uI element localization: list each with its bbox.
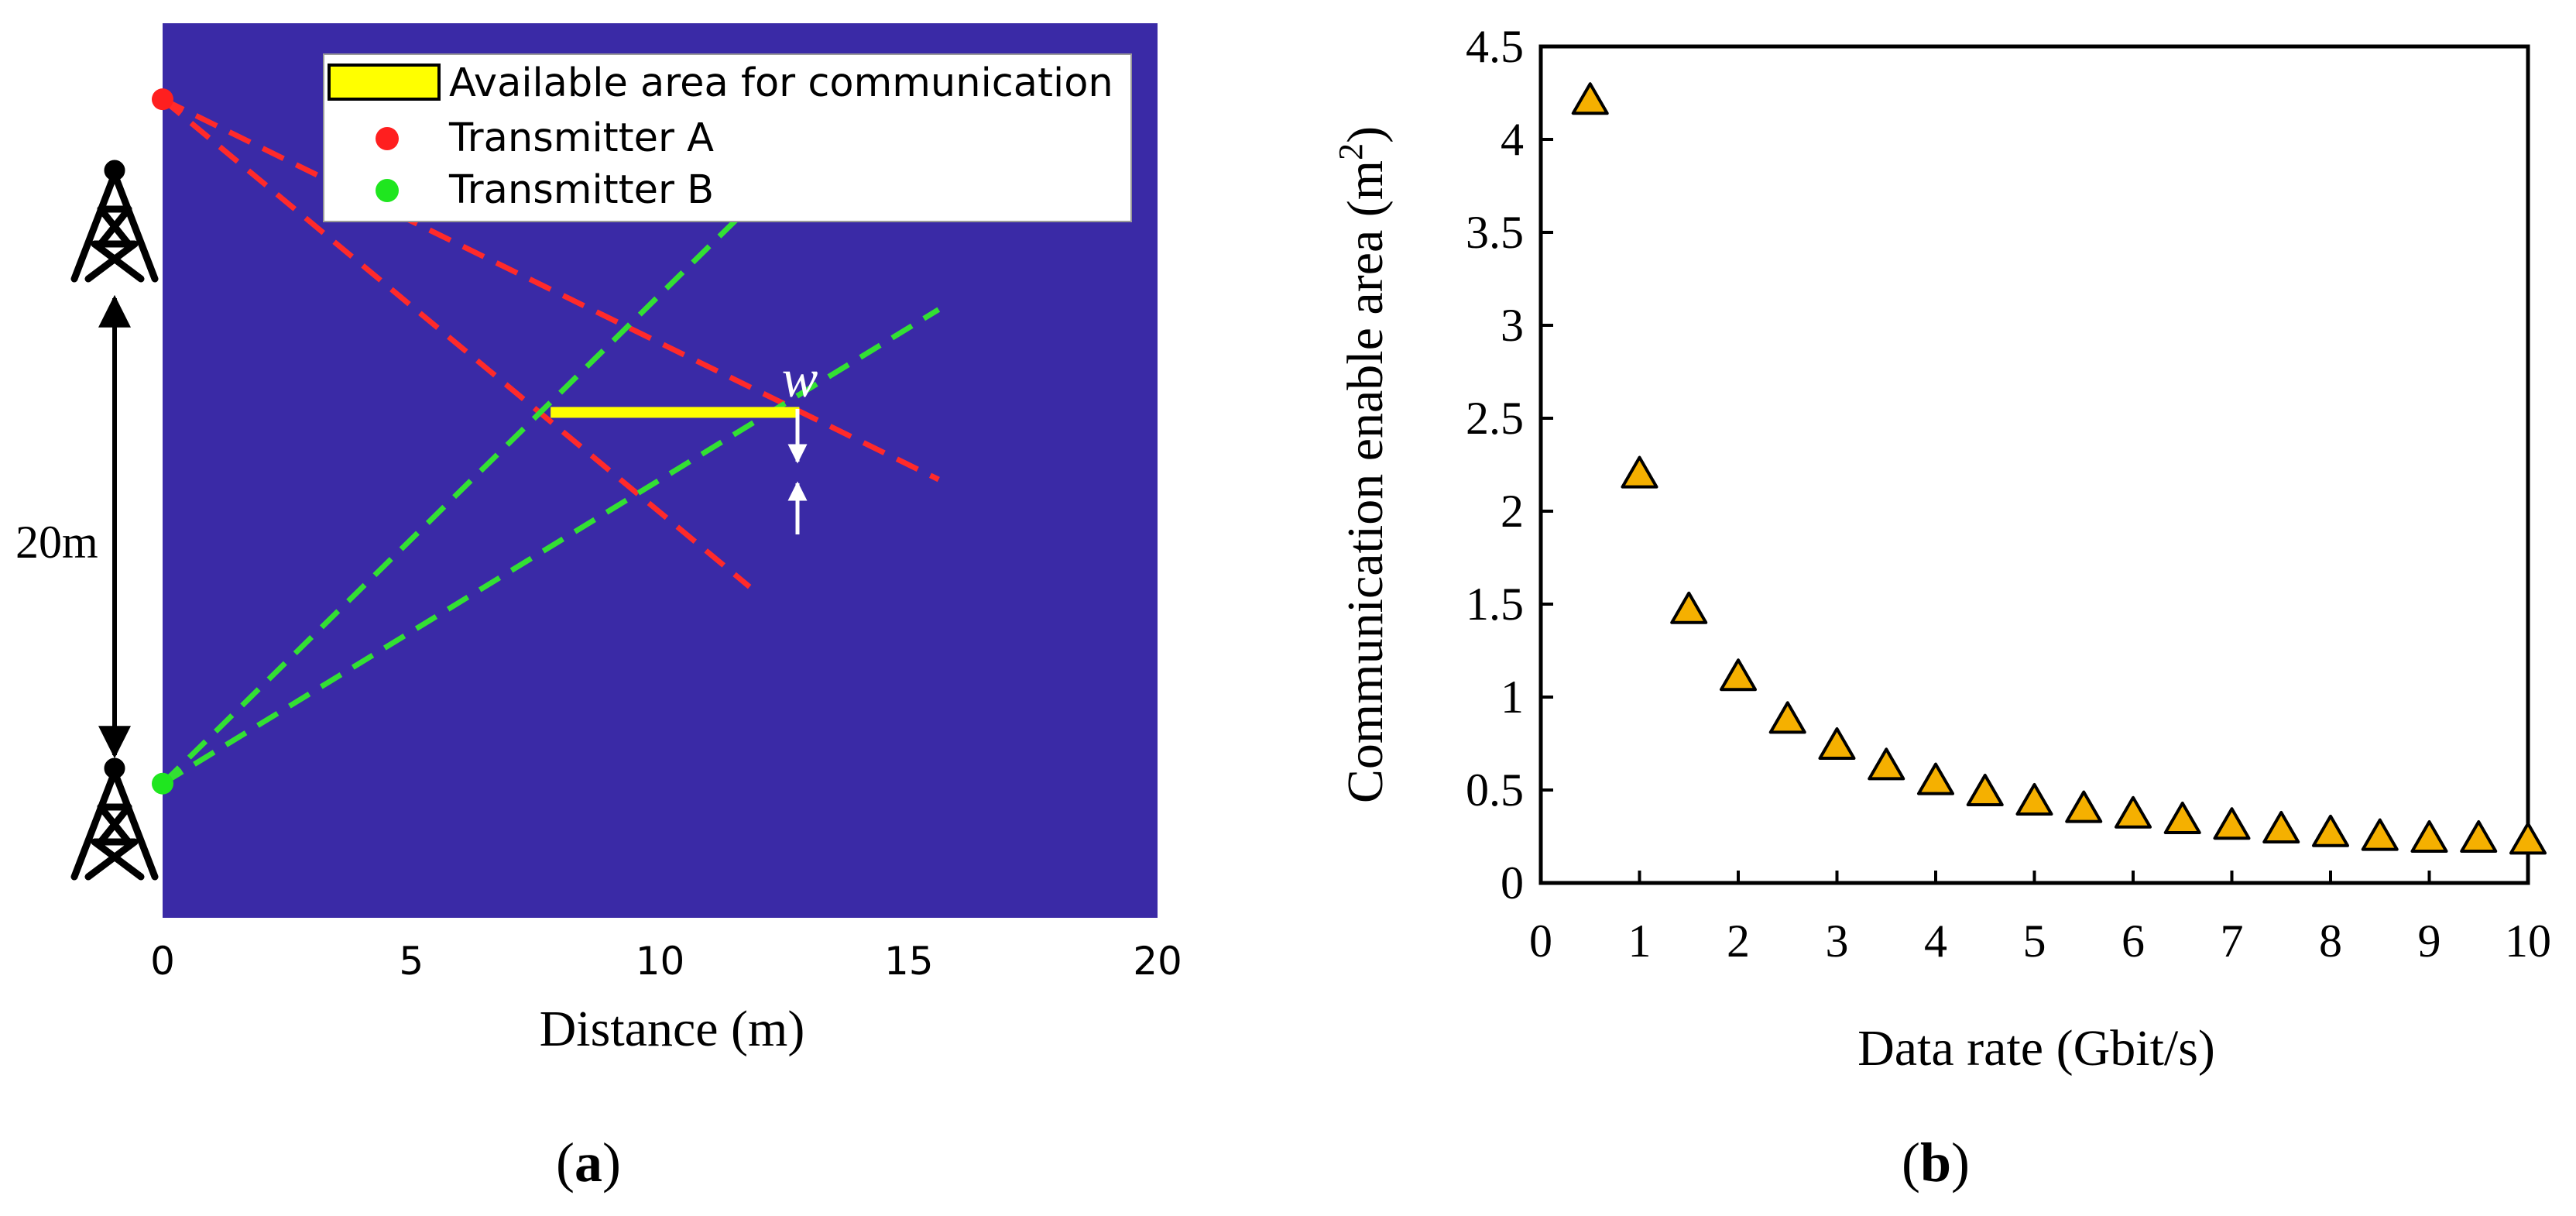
beam-line-b-3 bbox=[161, 307, 941, 786]
x-tick-label-b: 6 bbox=[2122, 915, 2145, 967]
y-tick-label-b: 0.5 bbox=[1466, 764, 1524, 816]
data-point bbox=[2163, 802, 2201, 834]
legend: Available area for communication Transmi… bbox=[323, 53, 1132, 222]
x-axis-label-b: Data rate (Gbit/s) bbox=[1857, 1020, 2215, 1077]
data-point bbox=[2213, 807, 2251, 840]
x-tick-label-b: 2 bbox=[1727, 915, 1750, 967]
transmitters bbox=[152, 88, 173, 795]
data-point bbox=[1670, 591, 1708, 624]
y-tick-label-b: 1.5 bbox=[1466, 579, 1524, 630]
beam-line-a-1 bbox=[160, 97, 752, 589]
panel-b: 0 0.5 1 1.5 2 2.5 3 3.5 4 4.5 0 1 2 3 4 5 6 7 8 9 10 Commun… bbox=[1332, 21, 2551, 1194]
x-tick-label-b: 5 bbox=[2023, 915, 2046, 967]
beam-lines bbox=[160, 97, 941, 786]
separation-label: 20m bbox=[15, 517, 98, 568]
x-tick-label-b: 3 bbox=[1826, 915, 1849, 967]
x-axis-label-a: Distance (m) bbox=[540, 1001, 805, 1057]
legend-label-transmitter-a: Transmitter A bbox=[448, 115, 714, 161]
x-tick-label-b: 8 bbox=[2319, 915, 2342, 967]
tower-a-icon bbox=[70, 160, 159, 283]
x-axis-a: 0 5 10 15 20 bbox=[150, 939, 1182, 984]
x-tick-label-a: 0 bbox=[150, 939, 175, 984]
y-tick-label-b: 1 bbox=[1501, 672, 1524, 723]
legend-marker-transmitter-b bbox=[376, 179, 399, 202]
legend-box bbox=[323, 53, 1132, 222]
data-point bbox=[1966, 774, 2004, 806]
width-indicator: w bbox=[782, 349, 818, 534]
beam-line-b-2 bbox=[160, 204, 752, 786]
x-tick-label-b: 10 bbox=[2505, 915, 2551, 967]
data-point bbox=[2262, 811, 2300, 843]
data-points bbox=[1571, 82, 2547, 855]
data-point bbox=[2460, 820, 2498, 853]
y-tick-label-b: 4.5 bbox=[1466, 21, 1524, 72]
available-area-bar bbox=[551, 407, 800, 418]
data-point bbox=[2065, 790, 2103, 823]
data-point bbox=[1868, 747, 1905, 781]
width-label: w bbox=[782, 349, 818, 409]
plot-frame-b bbox=[1538, 44, 2530, 885]
x-tick-label-b: 0 bbox=[1529, 915, 1552, 967]
data-point bbox=[2410, 820, 2448, 853]
x-tick-label-a: 5 bbox=[399, 939, 424, 984]
data-point bbox=[2115, 795, 2152, 829]
beam-line-a-0 bbox=[161, 97, 940, 483]
data-point bbox=[2015, 783, 2053, 816]
data-point bbox=[2361, 818, 2399, 851]
data-point bbox=[1720, 658, 1757, 692]
y-tick-label-b: 2 bbox=[1501, 486, 1524, 537]
x-tick-label-a: 10 bbox=[636, 939, 685, 984]
y-tick-label-b: 2.5 bbox=[1466, 393, 1524, 444]
tower-b-icon bbox=[70, 757, 159, 881]
data-point bbox=[1571, 82, 1609, 115]
transmitter-b-marker bbox=[152, 772, 173, 795]
x-tick-label-b: 4 bbox=[1924, 915, 1947, 967]
x-tick-label-a: 20 bbox=[1133, 939, 1182, 984]
legend-label-transmitter-b: Transmitter B bbox=[448, 167, 714, 213]
panel-a: w Available area for communication Trans… bbox=[15, 23, 1182, 1194]
y-axis-label-text: Communication enable area (m bbox=[1337, 160, 1394, 803]
panel-label-b: (b) bbox=[1902, 1132, 1970, 1194]
x-axis-b: 0 1 2 3 4 5 6 7 8 9 10 bbox=[1529, 871, 2551, 967]
data-point bbox=[2509, 822, 2547, 855]
x-tick-label-b: 1 bbox=[1628, 915, 1652, 967]
transmitter-a-marker bbox=[152, 88, 173, 111]
legend-label-available-area: Available area for communication bbox=[449, 60, 1113, 106]
y-axis-label-sup: 2 bbox=[1332, 143, 1370, 160]
x-tick-label-b: 7 bbox=[2221, 915, 2244, 967]
x-tick-label-a: 15 bbox=[884, 939, 934, 984]
y-tick-label-b: 3.5 bbox=[1466, 207, 1524, 258]
panel-letter-a: a bbox=[575, 1132, 602, 1194]
data-point bbox=[1818, 727, 1856, 760]
data-point bbox=[2312, 814, 2349, 847]
data-point bbox=[1768, 701, 1806, 734]
data-point bbox=[1917, 762, 1954, 795]
y-tick-label-b: 3 bbox=[1501, 300, 1524, 351]
data-point bbox=[1621, 455, 1658, 489]
y-axis-b: 0 0.5 1 1.5 2 2.5 3 3.5 4 4.5 bbox=[1466, 21, 1553, 909]
panel-label-a: (a) bbox=[556, 1132, 621, 1194]
legend-marker-transmitter-a bbox=[376, 127, 399, 150]
panel-letter-b: b bbox=[1920, 1132, 1951, 1194]
legend-swatch-available-area bbox=[328, 64, 441, 101]
y-tick-label-b: 4 bbox=[1501, 114, 1524, 165]
y-axis-label-close: ) bbox=[1337, 126, 1394, 143]
y-tick-label-b: 0 bbox=[1501, 857, 1524, 909]
x-tick-label-b: 9 bbox=[2418, 915, 2441, 967]
y-axis-label-b: Communication enable area (m2) bbox=[1332, 126, 1394, 803]
